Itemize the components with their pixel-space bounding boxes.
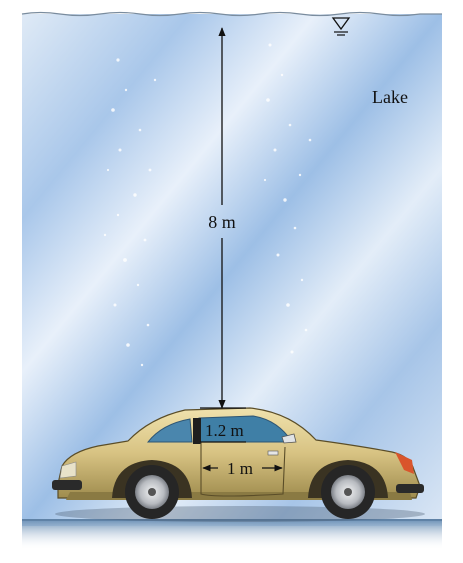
depth-label: 8 m [208, 212, 236, 232]
rear-wheel [125, 465, 179, 519]
front-wheel [321, 465, 375, 519]
door-height-label: 1.2 m [205, 421, 244, 440]
lake-label: Lake [372, 87, 408, 107]
lake-bed [22, 520, 442, 550]
water-surface-line [21, 11, 442, 17]
air-bubbles [103, 43, 312, 367]
door-width-label: 1 m [227, 459, 253, 478]
water-surface-triangle-icon [331, 17, 351, 36]
submerged-car [52, 407, 425, 522]
